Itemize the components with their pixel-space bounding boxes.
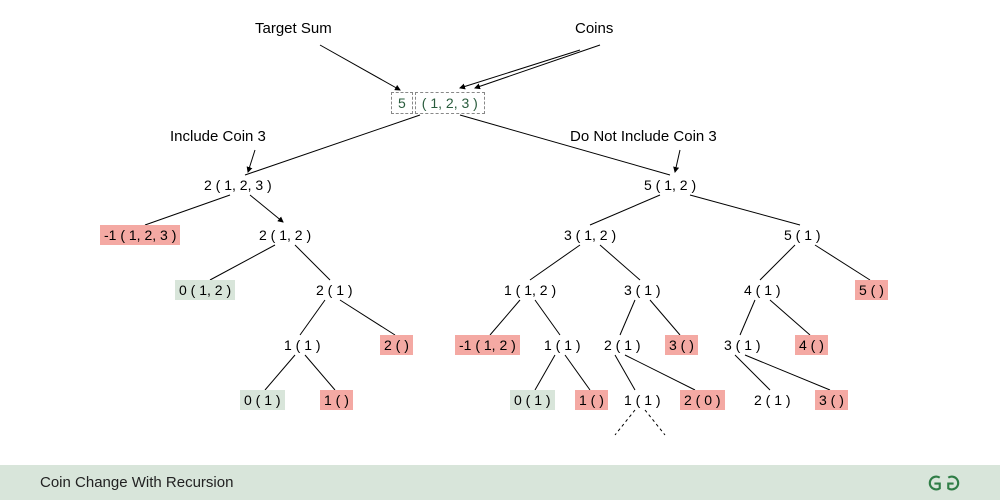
- node-3-emptyb: 3 ( ): [815, 390, 848, 410]
- node-1-emptyb: 1 ( ): [575, 390, 608, 410]
- root-node: 5( 1, 2, 3 ): [390, 92, 486, 114]
- include-label: Include Coin 3: [170, 128, 266, 145]
- node-neg1-123: -1 ( 1, 2, 3 ): [100, 225, 180, 245]
- footer-title: Coin Change With Recursion: [40, 474, 233, 491]
- exclude-label: Do Not Include Coin 3: [570, 128, 717, 145]
- node-2-123: 2 ( 1, 2, 3 ): [200, 175, 276, 195]
- node-1-12: 1 ( 1, 2 ): [500, 280, 560, 300]
- node-2-empty: 2 ( ): [380, 335, 413, 355]
- node-2-1c: 2 ( 1 ): [750, 390, 795, 410]
- node-4-empty: 4 ( ): [795, 335, 828, 355]
- node-3-12: 3 ( 1, 2 ): [560, 225, 620, 245]
- node-1-empty: 1 ( ): [320, 390, 353, 410]
- node-0-1b: 0 ( 1 ): [510, 390, 555, 410]
- node-3-empty: 3 ( ): [665, 335, 698, 355]
- node-3-1: 3 ( 1 ): [620, 280, 665, 300]
- coins-label: Coins: [575, 20, 613, 37]
- node-2-1b: 2 ( 1 ): [600, 335, 645, 355]
- recursion-tree-diagram: Target Sum Coins Include Coin 3 Do Not I…: [0, 0, 1000, 465]
- node-5-1: 5 ( 1 ): [780, 225, 825, 245]
- node-2-12: 2 ( 1, 2 ): [255, 225, 315, 245]
- footer-bar: Coin Change With Recursion: [0, 465, 1000, 500]
- root-sum: 5: [391, 92, 413, 114]
- node-1-1: 1 ( 1 ): [280, 335, 325, 355]
- node-0-12: 0 ( 1, 2 ): [175, 280, 235, 300]
- node-0-1: 0 ( 1 ): [240, 390, 285, 410]
- node-5-12: 5 ( 1, 2 ): [640, 175, 700, 195]
- node-1-1b: 1 ( 1 ): [540, 335, 585, 355]
- target-sum-label: Target Sum: [255, 20, 332, 37]
- node-1-1c: 1 ( 1 ): [620, 390, 665, 410]
- node-2-0: 2 ( 0 ): [680, 390, 725, 410]
- root-coins: ( 1, 2, 3 ): [415, 92, 485, 114]
- gfg-logo-icon: [928, 474, 960, 492]
- node-5-empty: 5 ( ): [855, 280, 888, 300]
- node-4-1: 4 ( 1 ): [740, 280, 785, 300]
- node-neg1-12: -1 ( 1, 2 ): [455, 335, 520, 355]
- node-2-1: 2 ( 1 ): [312, 280, 357, 300]
- node-3-1b: 3 ( 1 ): [720, 335, 765, 355]
